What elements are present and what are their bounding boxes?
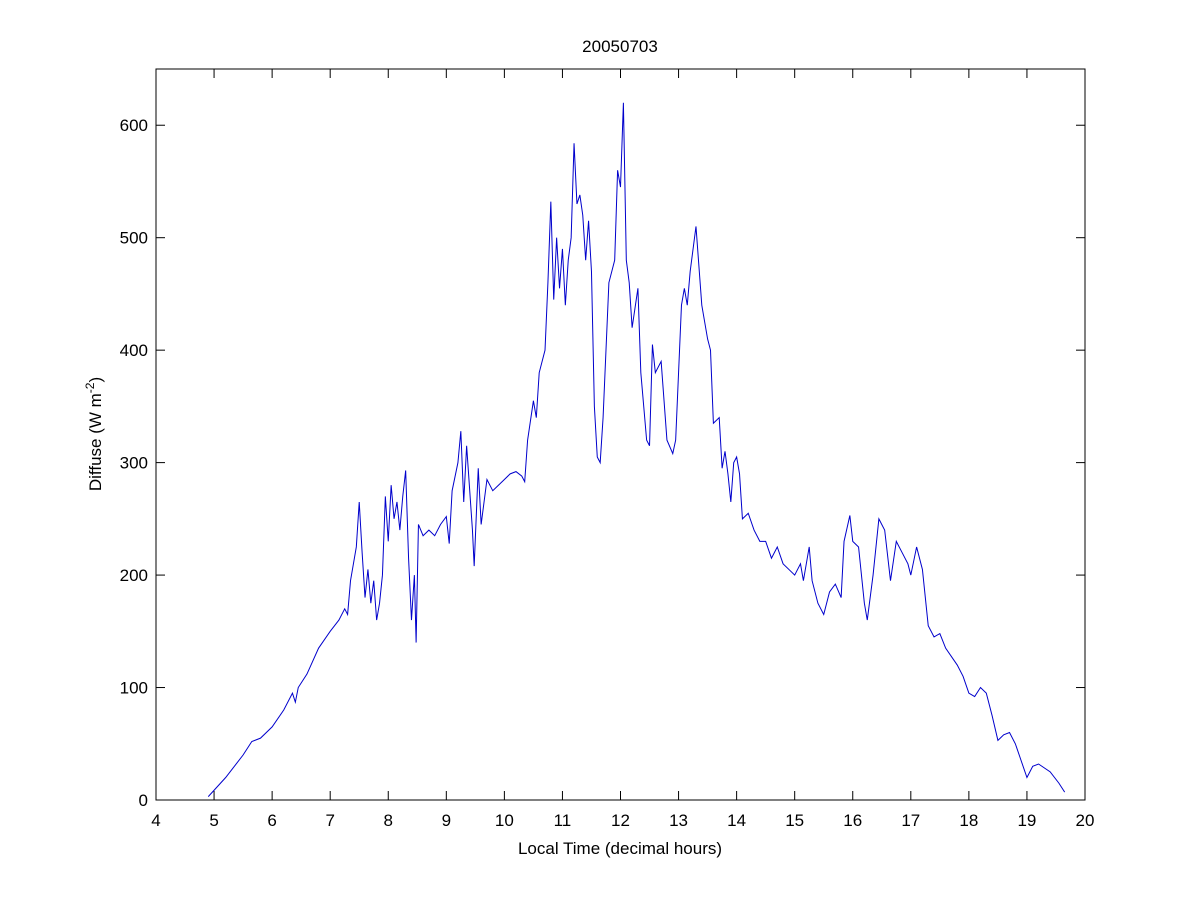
- x-tick-label: 19: [1017, 811, 1036, 830]
- x-tick-label: 13: [669, 811, 688, 830]
- y-label-sup: -2: [83, 382, 97, 393]
- y-tick-label: 500: [120, 229, 148, 248]
- y-tick-label: 100: [120, 679, 148, 698]
- x-tick-label: 8: [384, 811, 393, 830]
- x-tick-label: 20: [1076, 811, 1095, 830]
- y-axis-label: Diffuse (W m-2): [83, 377, 105, 491]
- y-tick-label: 200: [120, 566, 148, 585]
- y-tick-label: 400: [120, 341, 148, 360]
- x-tick-label: 17: [901, 811, 920, 830]
- x-tick-label: 12: [611, 811, 630, 830]
- x-tick-label: 11: [554, 811, 572, 830]
- y-tick-label: 0: [139, 791, 148, 810]
- x-tick-label: 18: [959, 811, 978, 830]
- x-axis-label: Local Time (decimal hours): [518, 839, 722, 858]
- x-tick-label: 6: [267, 811, 276, 830]
- x-tick-label: 15: [785, 811, 804, 830]
- x-tick-label: 14: [727, 811, 746, 830]
- y-label-end: ): [86, 377, 105, 383]
- x-tick-label: 16: [843, 811, 862, 830]
- y-label-text: Diffuse (W m: [86, 393, 105, 491]
- y-tick-label: 600: [120, 116, 148, 135]
- x-tick-label: 5: [209, 811, 218, 830]
- data-line: [207, 102, 1066, 797]
- x-tick-label: 4: [151, 811, 160, 830]
- x-tick-label: 10: [495, 811, 514, 830]
- x-tick-label: 7: [325, 811, 334, 830]
- y-tick-label: 300: [120, 454, 148, 473]
- x-tick-label: 9: [442, 811, 451, 830]
- chart-title: 20050703: [582, 37, 658, 56]
